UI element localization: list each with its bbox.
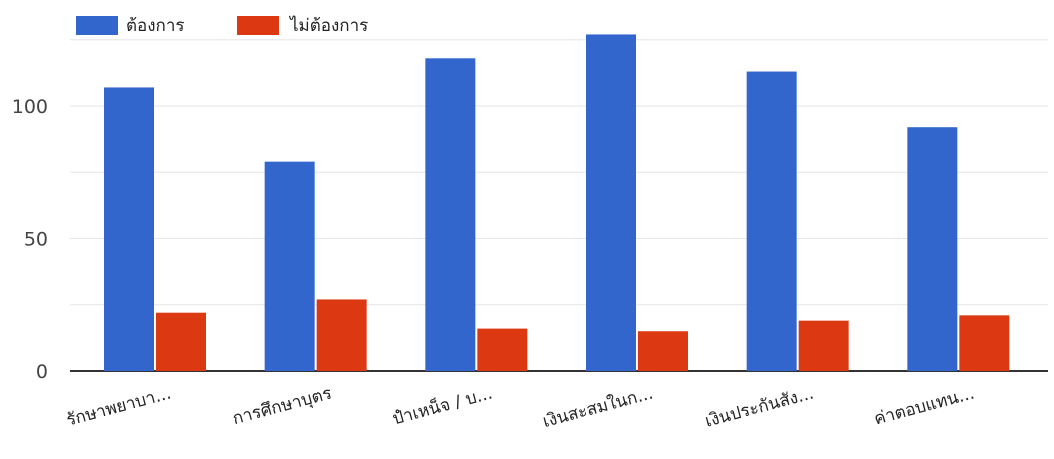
bar-not-want-2	[477, 328, 528, 371]
bar-want-3	[586, 34, 636, 371]
x-axis-labels: รักษาพยาบา... การศึกษาบุตร ปำเหน็จ / บ... เ…	[64, 382, 976, 433]
bar-want-0	[104, 87, 154, 371]
legend: ต้องการ ไม่ต้องการ	[76, 15, 368, 36]
bar-not-want-5	[959, 315, 1010, 371]
legend-label: ไม่ต้องการ	[288, 15, 368, 36]
y-tick-label: 0	[36, 361, 48, 383]
x-tick-label: เงินสะสมในก...	[540, 383, 655, 433]
bar-want-5	[907, 127, 958, 371]
y-tick-label: 100	[12, 96, 48, 118]
y-tick-label: 50	[24, 229, 48, 251]
x-tick-label: ค่าตอบแทน...	[872, 384, 977, 430]
legend-swatch	[76, 16, 118, 35]
bar-not-want-1	[316, 299, 367, 371]
x-tick-label: รักษาพยาบา...	[64, 384, 173, 431]
bar-not-want-0	[156, 312, 206, 371]
bars	[104, 34, 1010, 372]
y-axis: 0 50 100	[12, 96, 1048, 383]
x-tick-label: ปำเหน็จ / บ...	[390, 382, 495, 430]
legend-label: ต้องการ	[126, 16, 185, 36]
gridlines	[70, 39, 1048, 306]
bar-want-2	[425, 58, 476, 372]
bar-not-want-3	[638, 331, 688, 371]
bar-want-1	[264, 161, 315, 371]
x-tick-label: เงินประกันสัง...	[703, 384, 816, 432]
bar-want-4	[746, 71, 797, 372]
bar-not-want-4	[798, 320, 849, 371]
x-tick-label: การศึกษาบุตร	[230, 384, 333, 430]
legend-swatch	[237, 16, 279, 35]
